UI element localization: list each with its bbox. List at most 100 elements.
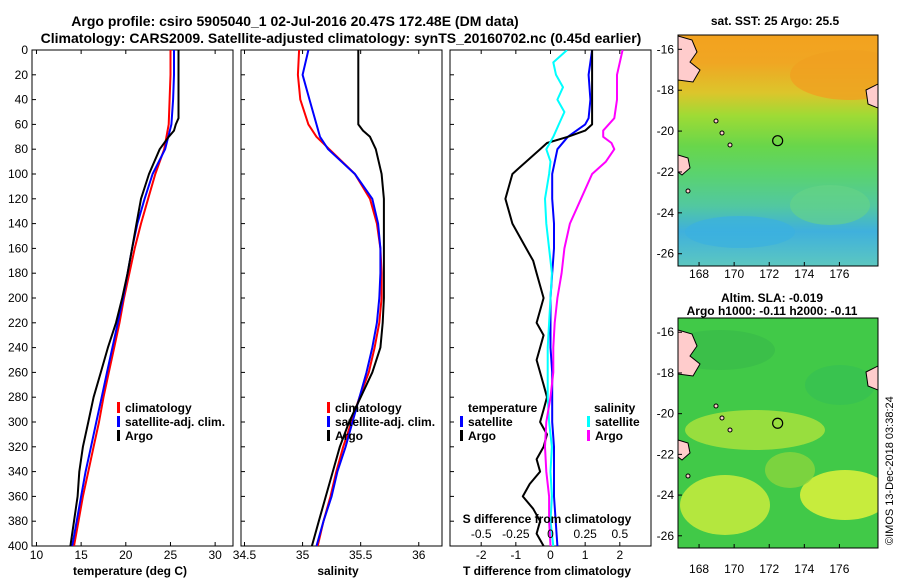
islet — [713, 403, 719, 409]
sla-high-patch — [685, 410, 825, 450]
lat-tick-label: -24 — [657, 206, 675, 220]
temperature-difference-xlabel: T difference from climatology — [463, 564, 631, 578]
lat-tick-label: -18 — [657, 366, 675, 380]
lon-tick-label: 176 — [829, 267, 849, 281]
vanuatu-land — [678, 35, 701, 83]
depth-tick-label: 340 — [8, 465, 28, 479]
depth-tick-label: 360 — [8, 489, 28, 503]
imos-credit: ©IMOS 13-Dec-2018 03:38:24 — [884, 396, 896, 545]
salinity-axes-frame — [240, 49, 443, 547]
depth-tick-label: 20 — [15, 68, 29, 82]
temperature-profiles — [69, 50, 180, 546]
sla-field — [678, 318, 878, 548]
lat-tick-label: -20 — [657, 124, 675, 138]
series-temperature-argo — [504, 50, 594, 546]
sst-map-title: sat. SST: 25 Argo: 25.5 — [711, 14, 840, 28]
depth-tick-label: 300 — [8, 415, 28, 429]
depth-tick-label: 100 — [8, 167, 28, 181]
sst-warm-patch — [790, 50, 878, 100]
lat-tick-label: -16 — [657, 325, 675, 339]
series-salinity-satellite — [544, 50, 568, 546]
lon-tick-label: 170 — [724, 267, 744, 281]
temperature-legend: climatology satellite-adj. clim. Argo — [117, 401, 225, 443]
sst-mid-patch — [790, 185, 870, 225]
islet — [685, 473, 691, 479]
argo-location-marker — [772, 417, 784, 429]
temperature-axes-frame — [31, 49, 234, 547]
legend-swatch-argo — [117, 430, 120, 441]
depth-tick-label: 0 — [21, 43, 28, 57]
legend-label-temp-satellite: satellite — [468, 415, 513, 429]
sla-patch — [765, 452, 815, 488]
lat-tick-label: -22 — [657, 447, 675, 461]
depth-tick-label: 280 — [8, 390, 28, 404]
lat-tick-label: -18 — [657, 83, 675, 97]
depth-tick-label: 60 — [15, 117, 29, 131]
legend-title-salinity: salinity — [594, 401, 636, 415]
vanuatu-land — [678, 329, 701, 377]
sst-cool-patch — [685, 216, 795, 248]
series-argo — [310, 50, 385, 546]
islet — [719, 415, 725, 421]
depth-axis: 0 20 40 60 80 100 120 140 160 180 200 220 240 260 280 3… — [8, 43, 36, 553]
depth-tick-label: 400 — [8, 539, 28, 553]
x-tick-label: -1 — [511, 548, 522, 562]
legend-title-temperature: temperature — [468, 401, 538, 415]
depth-tick-label: 180 — [8, 266, 28, 280]
difference-profiles — [504, 50, 624, 546]
x-tick-label: 36 — [412, 548, 426, 562]
legend-swatch-sal-argo — [587, 430, 590, 441]
depth-tick-label: 160 — [8, 241, 28, 255]
depth-tick-label: 260 — [8, 365, 28, 379]
s-tick-label: 0.5 — [611, 527, 628, 541]
x-tick-label: -2 — [476, 548, 487, 562]
difference-x-axis: -2 -1 0 1 2 — [450, 49, 623, 562]
legend-label-climatology: climatology — [125, 401, 192, 415]
depth-tick-label: 320 — [8, 440, 28, 454]
sla-patch — [678, 330, 775, 370]
s-tick-label: 0 — [547, 527, 554, 541]
figure-title-line1: Argo profile: csiro 5905040_1 02-Jul-201… — [71, 13, 518, 29]
temperature-panel: 0 20 40 60 80 100 120 140 160 180 200 220 240 260 280 3… — [8, 43, 234, 578]
legend-label-temp-argo: Argo — [468, 429, 496, 443]
sla-high-patch — [800, 470, 878, 520]
legend-swatch-sal-satellite — [587, 416, 590, 427]
depth-tick-label: 120 — [8, 192, 28, 206]
depth-tick-label: 140 — [8, 217, 28, 231]
sla-low-patch — [805, 365, 875, 405]
lon-tick-label: 174 — [794, 562, 814, 576]
salinity-panel: 34.5 35 35.5 36 salinity climatology satell… — [233, 49, 443, 578]
salinity-difference-ticks: -0.5 -0.25 0 0.25 0.5 — [471, 527, 629, 541]
argo-location-marker — [772, 135, 784, 147]
sst-map-frame — [677, 34, 879, 267]
sla-map-axes: 168 170 172 174 176 -16 -18 -20 -22 -24 -26 — [657, 325, 850, 576]
lon-tick-label: 170 — [724, 562, 744, 576]
legend-swatch-temp-satellite — [460, 416, 463, 427]
island-land — [678, 439, 691, 461]
sst-map: sat. SST: 25 Argo: 25.5 168 170 172 174 176 -… — [657, 14, 879, 281]
legend-swatch-satellite — [327, 416, 330, 427]
depth-tick-label: 200 — [8, 291, 28, 305]
series-satellite-adj-clim- — [301, 50, 382, 546]
legend-swatch-temp-argo — [460, 430, 463, 441]
salinity-profiles — [296, 50, 385, 546]
x-tick-label: 0 — [547, 548, 554, 562]
lat-tick-label: -26 — [657, 529, 675, 543]
legend-swatch-argo — [327, 430, 330, 441]
series-climatology — [296, 50, 383, 546]
sst-map-axes: 168 170 172 174 176 -16 -18 -20 -22 -24 -26 — [657, 42, 850, 281]
difference-legend-temperature: temperature satellite Argo — [460, 401, 538, 443]
lat-tick-label: -26 — [657, 247, 675, 261]
legend-label-argo: Argo — [125, 429, 153, 443]
sla-high-patch — [680, 475, 770, 535]
legend-label-argo: Argo — [335, 429, 363, 443]
salinity-xlabel: salinity — [317, 564, 359, 578]
x-tick-label: 35 — [296, 548, 310, 562]
lat-tick-label: -16 — [657, 42, 675, 56]
lon-tick-label: 168 — [689, 562, 709, 576]
x-tick-label: 1 — [582, 548, 589, 562]
lat-tick-label: -20 — [657, 407, 675, 421]
depth-tick-label: 220 — [8, 316, 28, 330]
islet — [727, 142, 733, 148]
